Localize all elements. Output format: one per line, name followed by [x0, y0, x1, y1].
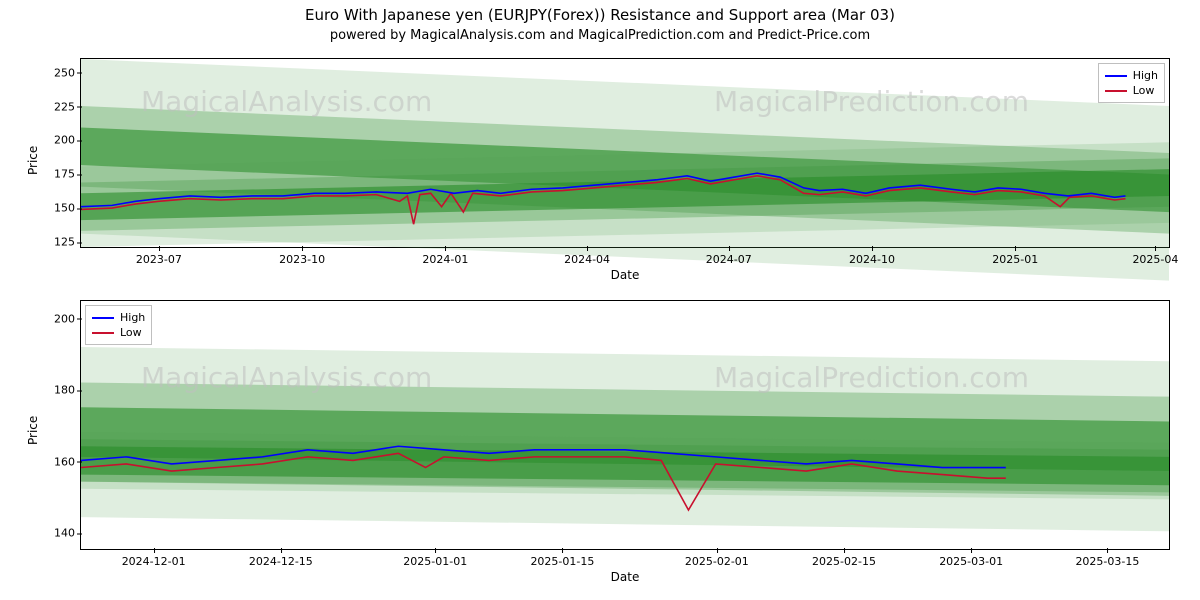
ytick: 150	[54, 202, 81, 215]
bottom-plot-svg	[81, 301, 1169, 549]
legend-low-row-b: Low	[92, 325, 145, 340]
chart-subtitle: powered by MagicalAnalysis.com and Magic…	[0, 28, 1200, 43]
xtick: 2023-07	[136, 247, 182, 266]
ytick: 125	[54, 236, 81, 249]
legend-high-swatch-b	[92, 317, 114, 319]
xtick: 2024-12-01	[122, 549, 186, 568]
ytick: 200	[54, 312, 81, 325]
legend-high-label-b: High	[120, 310, 145, 325]
top-panel: MagicalAnalysis.com MagicalPrediction.co…	[80, 58, 1170, 248]
top-xlabel: Date	[80, 268, 1170, 282]
xtick: 2024-01	[422, 247, 468, 266]
ytick: 180	[54, 384, 81, 397]
bottom-legend: High Low	[85, 305, 152, 345]
xtick: 2025-01-01	[403, 549, 467, 568]
legend-low-row: Low	[1105, 83, 1158, 98]
legend-high-row: High	[1105, 68, 1158, 83]
bottom-xlabel: Date	[80, 570, 1170, 584]
legend-low-label: Low	[1133, 83, 1155, 98]
legend-high-swatch	[1105, 75, 1127, 77]
xtick: 2025-02-15	[812, 549, 876, 568]
bottom-wedges	[81, 347, 1169, 531]
xtick: 2024-07	[706, 247, 752, 266]
xtick: 2025-02-01	[685, 549, 749, 568]
legend-low-swatch-b	[92, 332, 114, 334]
xtick: 2025-01	[992, 247, 1038, 266]
legend-low-label-b: Low	[120, 325, 142, 340]
top-legend: High Low	[1098, 63, 1165, 103]
top-ylabel: Price	[26, 146, 40, 175]
figure: Euro With Japanese yen (EURJPY(Forex)) R…	[0, 0, 1200, 600]
legend-low-swatch	[1105, 90, 1127, 92]
ytick: 225	[54, 100, 81, 113]
chart-title: Euro With Japanese yen (EURJPY(Forex)) R…	[0, 6, 1200, 24]
ytick: 140	[54, 527, 81, 540]
xtick: 2024-12-15	[249, 549, 313, 568]
ytick: 200	[54, 134, 81, 147]
bottom-ylabel: Price	[26, 416, 40, 445]
xtick: 2025-03-01	[939, 549, 1003, 568]
ytick: 250	[54, 66, 81, 79]
xtick: 2024-04	[564, 247, 610, 266]
xtick: 2025-04	[1132, 247, 1178, 266]
xtick: 2025-03-15	[1075, 549, 1139, 568]
xtick: 2025-01-15	[530, 549, 594, 568]
legend-high-label: High	[1133, 68, 1158, 83]
legend-high-row-b: High	[92, 310, 145, 325]
top-plot-svg	[81, 59, 1169, 247]
bottom-panel: MagicalAnalysis.com MagicalPrediction.co…	[80, 300, 1170, 550]
xtick: 2024-10	[849, 247, 895, 266]
ytick: 175	[54, 168, 81, 181]
ytick: 160	[54, 455, 81, 468]
xtick: 2023-10	[279, 247, 325, 266]
